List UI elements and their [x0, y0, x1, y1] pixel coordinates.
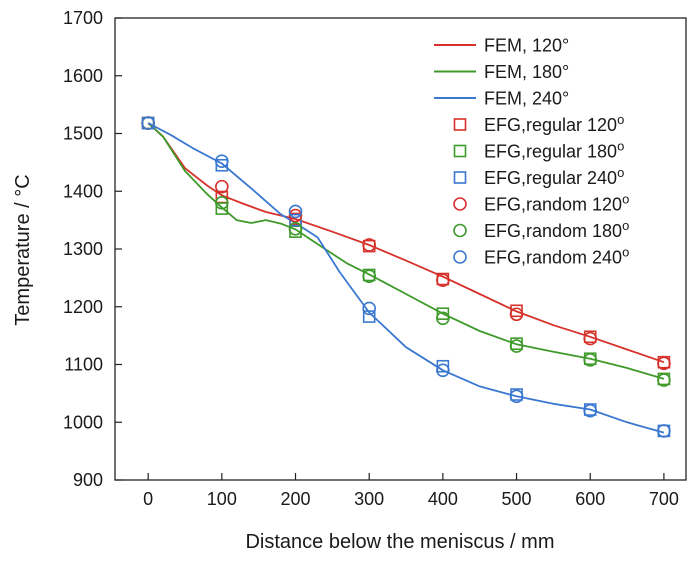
y-tick-label: 1200: [63, 297, 103, 317]
square-point: [436, 359, 450, 373]
x-tick-label: 300: [354, 489, 384, 509]
circle-point: [583, 353, 598, 367]
x-tick-label: 700: [649, 489, 679, 509]
circle-point: [288, 204, 303, 219]
circle-point: [583, 331, 598, 346]
series-line-0: [147, 122, 665, 364]
square-point: [289, 213, 302, 227]
square-point: [362, 310, 376, 323]
circle-point: [215, 179, 229, 194]
circle-point: [362, 238, 376, 252]
legend-label: FEM, 180°: [484, 62, 569, 82]
legend-degree-superscript: o: [622, 218, 629, 233]
circle-point: [657, 356, 671, 371]
x-axis-label: Distance below the meniscus / mm: [245, 531, 554, 553]
circle-point: [215, 154, 229, 169]
legend-label: EFG,regular 180o: [484, 138, 624, 162]
legend-marker-swatch: [453, 118, 467, 131]
legend-marker-swatch: [453, 223, 467, 238]
square-point: [215, 202, 229, 215]
legend: FEM, 120° FEM, 180° FEM, 240° EFG,regular 1…: [434, 36, 629, 268]
circle-point: [657, 424, 671, 438]
legend-degree-superscript: o: [617, 165, 624, 180]
legend-label: EFG,random 240o: [484, 244, 629, 268]
legend-label: FEM, 240°: [484, 89, 569, 109]
circle-point: [657, 373, 671, 387]
circle-point: [436, 363, 450, 378]
circle-point: [509, 389, 524, 404]
legend-label: EFG,regular 240o: [484, 165, 624, 189]
legend-marker-swatch: [453, 171, 467, 184]
legend-degree-superscript: o: [617, 138, 624, 153]
circle-point: [436, 273, 450, 287]
y-axis-label: Temperature / °C: [12, 174, 34, 325]
axis-ticks: 0 100 200 300 400 500 600 700 900 1000 1100 1200 130…: [63, 8, 679, 509]
y-tick-label: 1600: [63, 66, 103, 86]
legend-degree-superscript: o: [622, 244, 629, 259]
y-tick-label: 1700: [63, 8, 103, 28]
x-tick-label: 400: [428, 489, 458, 509]
x-tick-label: 0: [143, 489, 153, 509]
circle-point: [509, 307, 524, 322]
circle-point: [509, 339, 524, 353]
series-layer: [141, 116, 671, 438]
legend-label: EFG,regular 120o: [484, 112, 624, 136]
circle-point: [362, 301, 376, 316]
circle-point: [141, 116, 155, 130]
y-tick-label: 1400: [63, 181, 103, 201]
x-tick-label: 100: [207, 489, 237, 509]
legend-marker-swatch: [453, 144, 467, 158]
x-tick-label: 600: [575, 489, 605, 509]
circle-point: [436, 311, 450, 326]
legend-label: EFG,random 180o: [484, 218, 629, 242]
circle-point: [288, 221, 303, 236]
circle-point: [583, 403, 598, 418]
legend-label: EFG,random 120o: [484, 191, 629, 215]
circle-point: [215, 196, 229, 210]
x-tick-label: 200: [280, 489, 310, 509]
x-tick-label: 500: [502, 489, 532, 509]
legend-degree-superscript: o: [617, 112, 624, 127]
legend-label: FEM, 120°: [484, 36, 569, 56]
y-tick-label: 1000: [63, 412, 103, 432]
circle-point: [362, 269, 376, 283]
y-tick-label: 900: [73, 470, 103, 490]
legend-marker-swatch: [453, 197, 467, 211]
legend-marker-swatch: [453, 250, 467, 264]
legend-degree-superscript: o: [622, 191, 629, 206]
square-point: [215, 158, 229, 172]
y-tick-label: 1100: [64, 355, 103, 375]
y-tick-label: 1500: [63, 124, 103, 144]
circle-point: [288, 208, 303, 223]
y-tick-label: 1300: [63, 239, 103, 259]
square-point: [436, 307, 450, 320]
